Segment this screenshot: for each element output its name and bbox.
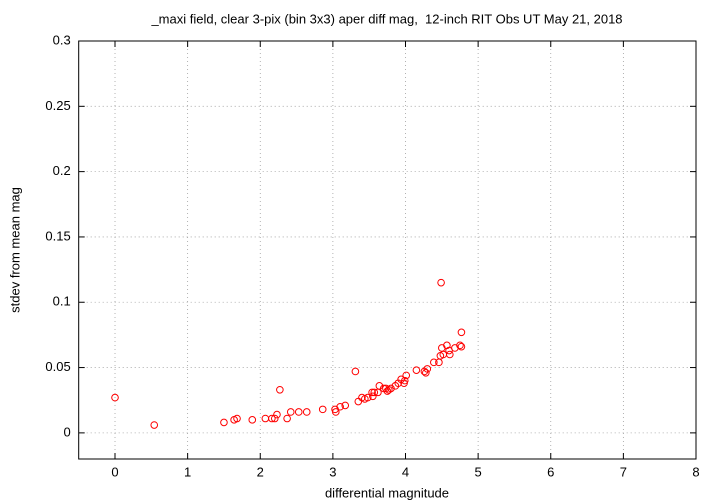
point (341, 401, 350, 410)
point (423, 365, 432, 373)
point (400, 376, 409, 385)
point (438, 344, 446, 352)
point (331, 408, 340, 416)
point (437, 278, 445, 287)
point (276, 385, 284, 394)
point (443, 341, 451, 350)
chart-title: _maxi field, clear 3-pix (bin 3x3) aper … (150, 11, 622, 26)
point (456, 341, 464, 350)
point (268, 414, 276, 423)
point (111, 393, 119, 402)
x-tick-label: 1 (184, 464, 191, 479)
y-tick-label: 0.05 (45, 359, 70, 374)
point (435, 358, 443, 367)
x-tick-label: 5 (475, 464, 482, 479)
point (351, 367, 360, 376)
point (220, 418, 228, 427)
y-tick-label: 0 (63, 424, 70, 439)
x-tick-label: 4 (402, 464, 409, 479)
point (451, 344, 459, 352)
point (369, 392, 377, 401)
x-tick-label: 3 (329, 464, 336, 479)
point (248, 416, 257, 424)
y-tick-label: 0.2 (53, 163, 71, 178)
plot-border (78, 40, 697, 460)
point (318, 405, 327, 414)
point (422, 368, 430, 377)
point (368, 388, 376, 397)
point (270, 414, 279, 423)
point (294, 408, 303, 416)
point (402, 371, 411, 380)
point (286, 408, 295, 416)
point (430, 358, 438, 367)
point (363, 393, 372, 402)
point (375, 382, 384, 390)
point (261, 414, 270, 423)
x-tick-label: 0 (111, 464, 118, 479)
point (387, 384, 395, 393)
x-tick-label: 8 (692, 464, 699, 479)
point (150, 421, 159, 429)
point (457, 342, 466, 351)
y-tick-label: 0.3 (53, 32, 71, 47)
point (457, 328, 466, 337)
point (354, 397, 363, 406)
point (233, 414, 241, 423)
x-tick-label: 7 (620, 464, 627, 479)
x-axis-label: differential magnitude (325, 485, 449, 500)
y-tick-label: 0.1 (53, 294, 71, 309)
y-tick-label: 0.15 (45, 228, 70, 243)
y-tick-label: 0.25 (45, 98, 70, 113)
point (273, 410, 281, 419)
point (385, 385, 393, 394)
point (370, 388, 379, 397)
x-tick-label: 2 (257, 464, 264, 479)
point (302, 408, 311, 416)
point (336, 402, 344, 411)
point (412, 366, 421, 374)
x-tick-label: 6 (547, 464, 554, 479)
point (446, 350, 454, 359)
point (283, 414, 291, 423)
y-axis-label: stdev from mean mag (7, 187, 22, 313)
